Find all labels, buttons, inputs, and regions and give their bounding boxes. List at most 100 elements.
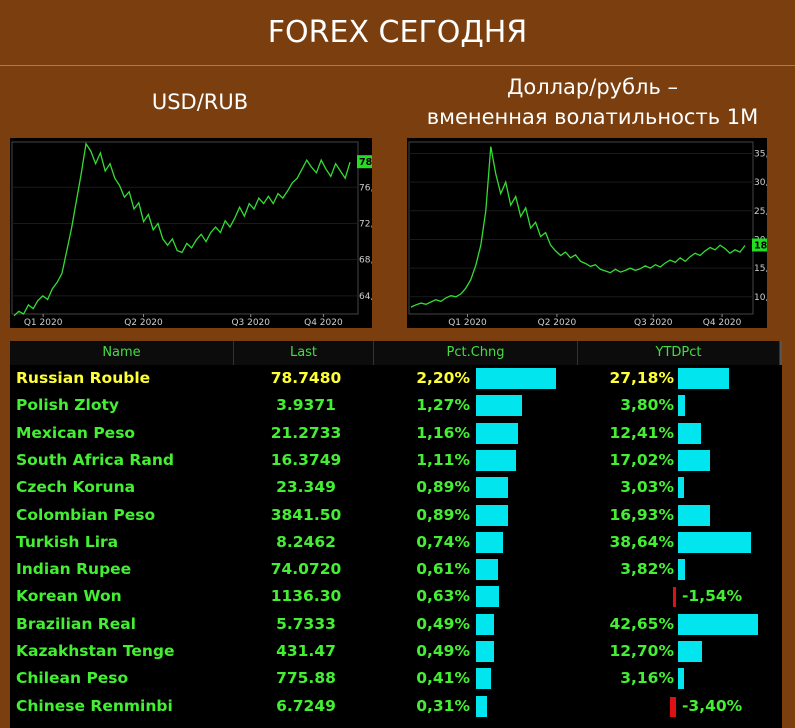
ytd-value: 38,64% [609,532,674,551]
ytd-negative-bar [673,587,676,608]
series-line [13,142,351,317]
pct-change-bar [476,668,491,690]
x-tick-label: Q2 2020 [124,318,163,328]
y-tick-label: 10,00 [754,293,767,303]
col-header-last[interactable]: Last [234,341,374,365]
x-tick-label: Q4 2020 [304,318,343,328]
currency-name: Mexican Peso [16,423,136,442]
y-tick-label: 15,00 [754,264,767,274]
pct-change-value: 0,89% [416,478,470,497]
currency-name: Russian Rouble [16,369,151,387]
last-value: 8.2462 [276,532,336,551]
pct-change-bar [476,422,519,444]
pct-change-value: 0,74% [416,532,470,551]
pct-change-value: 2,20% [416,369,470,387]
last-value-badge [357,155,372,169]
x-tick-label: Q3 2020 [634,318,673,328]
x-tick-label: Q2 2020 [538,318,577,328]
x-tick-label: Q1 2020 [24,318,63,328]
table-row[interactable]: Brazilian Real 5.7333 0,49% 42,65% [10,611,782,638]
pct-change-value: 0,89% [416,505,470,524]
col-header-ytd[interactable]: YTDPct [578,341,780,365]
ytd-bar [678,449,710,471]
pct-change-value: 1,16% [416,423,470,442]
table-row[interactable]: Indian Rupee 74.0720 0,61% 3,82% [10,556,782,583]
ytd-bar [678,613,758,635]
last-value: 23.349 [276,478,336,497]
ytd-bar [678,422,702,444]
ytd-bar [678,668,684,690]
y-tick-label: 72,00 [359,219,372,229]
table-row[interactable]: Mexican Peso 21.2733 1,16% 12,41% [10,420,782,447]
table-row[interactable]: Russian Rouble 78.7480 2,20% 27,18% [10,365,782,392]
scrollbar[interactable] [780,341,782,365]
ytd-negative-bar [669,696,676,717]
table-row[interactable]: Turkish Lira 8.2462 0,74% 38,64% [10,529,782,556]
pct-change-bar [476,504,509,526]
currency-name: South Africa Rand [16,450,174,469]
table-row[interactable]: Chinese Renminbi 6.7249 0,31% -3,40% [10,693,782,720]
volatility-chart: 10,0015,0020,0025,0030,0035,00Q1 2020Q2 … [407,138,767,328]
table-row[interactable]: Kazakhstan Tenge 431.47 0,49% 12,70% [10,638,782,665]
volatility-subtitle: Доллар/рубль – вмененная волатильность 1… [390,67,795,137]
last-value: 5.7333 [276,614,336,633]
y-tick-label: 68,00 [359,256,372,266]
x-tick-label: Q1 2020 [448,318,487,328]
last-value-label: 18,95 [754,240,767,251]
ytd-bar [678,559,686,581]
currency-name: Brazilian Real [16,614,136,633]
last-value: 74.0720 [270,560,342,579]
ytd-bar [678,477,684,499]
currency-name: Polish Zloty [16,396,120,415]
currency-name: Colombian Peso [16,505,156,524]
ytd-value: -1,54% [682,587,743,606]
ytd-bar [678,504,710,526]
pct-change-bar [476,695,488,717]
ytd-bar [678,368,729,389]
last-value: 3.9371 [276,396,336,415]
volatility-subtitle-line2: вмененная волатильность 1М [426,105,759,129]
volatility-subtitle-line1: Доллар/рубль – [506,75,679,99]
pct-change-bar [476,368,556,389]
currency-name: Indian Rupee [16,560,132,579]
ytd-value: 3,82% [620,560,674,579]
pct-change-value: 1,11% [416,450,470,469]
y-tick-label: 25,00 [754,207,767,217]
last-value-label: 78,77 [359,157,372,168]
pct-change-value: 0,41% [416,669,470,688]
ytd-bar [678,531,751,553]
ytd-value: 12,70% [609,642,674,660]
last-value: 775.88 [276,669,336,688]
pct-change-value: 0,49% [416,614,470,633]
table-row[interactable]: Polish Zloty 3.9371 1,27% 3,80% [10,392,782,419]
pct-change-bar [476,613,494,635]
ytd-bar [678,395,686,417]
currency-name: Kazakhstan Tenge [16,642,175,660]
table-row[interactable]: South Africa Rand 16.3749 1,11% 17,02% [10,447,782,474]
currency-name: Czech Koruna [16,478,136,497]
currency-name: Chinese Renminbi [16,696,173,715]
ytd-bar [678,641,702,662]
pct-change-bar [476,586,499,608]
y-tick-label: 64,00 [359,292,372,302]
table-row[interactable]: Colombian Peso 3841.50 0,89% 16,93% [10,502,782,529]
last-value-badge [752,238,767,252]
y-tick-label: 30,00 [754,178,767,188]
currency-name: Korean Won [16,587,122,606]
ytd-value: 27,18% [609,369,674,387]
y-tick-label: 35,00 [754,149,767,159]
usdrub-chart: 64,00 68,00 72,00 76,00 Q1 2020 Q2 2020 Q3 202… [10,138,372,328]
table-row[interactable]: Czech Koruna 23.349 0,89% 3,03% [10,474,782,501]
y-tick-label: 76,00 [359,183,372,193]
pct-change-bar [476,559,499,581]
table-row[interactable]: Korean Won 1136.30 0,63% -1,54% [10,583,782,610]
ytd-value: 17,02% [609,450,674,469]
last-value: 21.2733 [270,423,342,442]
ytd-value: 12,41% [609,423,674,442]
last-value: 3841.50 [270,505,342,524]
col-header-pct[interactable]: Pct.Chng [374,341,578,365]
series-line [410,146,746,308]
last-value: 78.7480 [270,369,342,387]
table-row[interactable]: Chilean Peso 775.88 0,41% 3,16% [10,665,782,692]
col-header-name[interactable]: Name [10,341,234,365]
